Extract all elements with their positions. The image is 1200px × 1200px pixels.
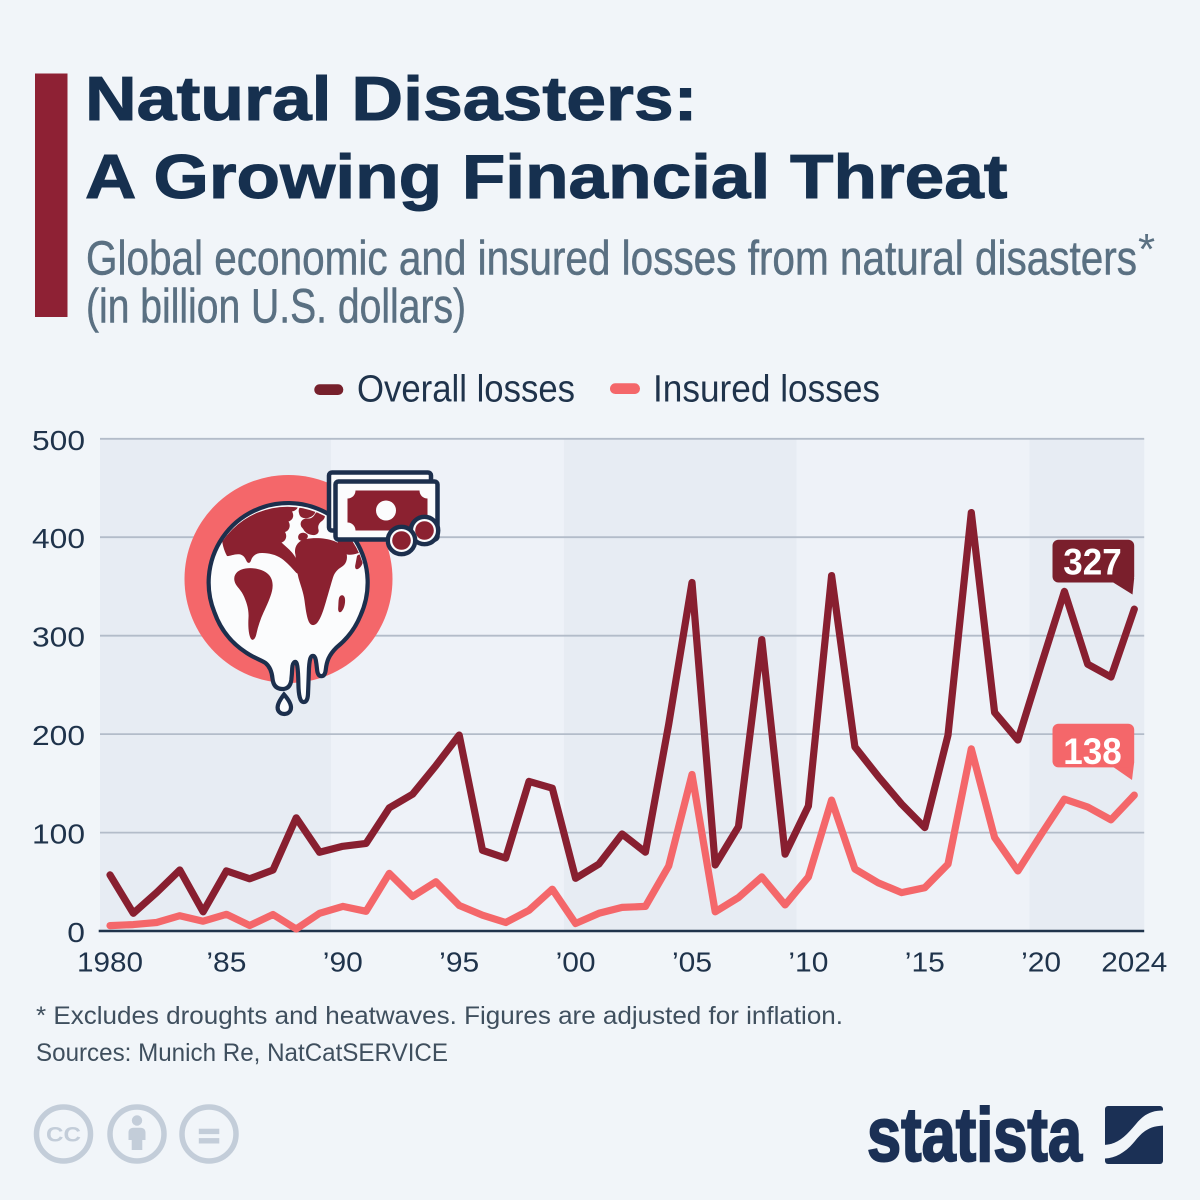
svg-text:100: 100 (32, 819, 85, 850)
svg-text:Natural Disasters:: Natural Disasters: (85, 64, 698, 134)
svg-text:’90: ’90 (323, 947, 363, 978)
svg-text:200: 200 (32, 720, 85, 751)
svg-text:’15: ’15 (905, 947, 945, 978)
svg-text:138: 138 (1063, 731, 1121, 772)
svg-text:Overall losses: Overall losses (357, 369, 575, 411)
svg-text:400: 400 (32, 523, 85, 554)
svg-text:’00: ’00 (556, 947, 596, 978)
svg-text:* Excludes droughts and heatwa: * Excludes droughts and heatwaves. Figur… (36, 1003, 843, 1030)
svg-text:2024: 2024 (1101, 947, 1167, 978)
svg-text:’95: ’95 (439, 947, 479, 978)
svg-text:*: * (1138, 225, 1155, 274)
svg-text:300: 300 (32, 622, 85, 653)
svg-text:CC: CC (46, 1123, 81, 1147)
svg-text:Sources: Munich Re, NatCatSERV: Sources: Munich Re, NatCatSERVICE (36, 1040, 448, 1067)
svg-text:A Growing Financial Threat: A Growing Financial Threat (85, 142, 1008, 212)
svg-text:Insured losses: Insured losses (653, 369, 880, 411)
svg-text:’05: ’05 (672, 947, 712, 978)
svg-text:327: 327 (1063, 541, 1121, 582)
svg-text:1980: 1980 (77, 947, 143, 978)
svg-text:500: 500 (32, 425, 85, 456)
svg-text:’20: ’20 (1021, 947, 1061, 978)
svg-text:’85: ’85 (206, 947, 246, 978)
svg-text:statista: statista (867, 1093, 1083, 1178)
svg-text:Global economic and insured lo: Global economic and insured losses from … (86, 233, 1137, 286)
svg-text:’10: ’10 (788, 947, 828, 978)
svg-text:(in billion U.S. dollars): (in billion U.S. dollars) (86, 281, 466, 334)
svg-text:0: 0 (67, 917, 85, 948)
